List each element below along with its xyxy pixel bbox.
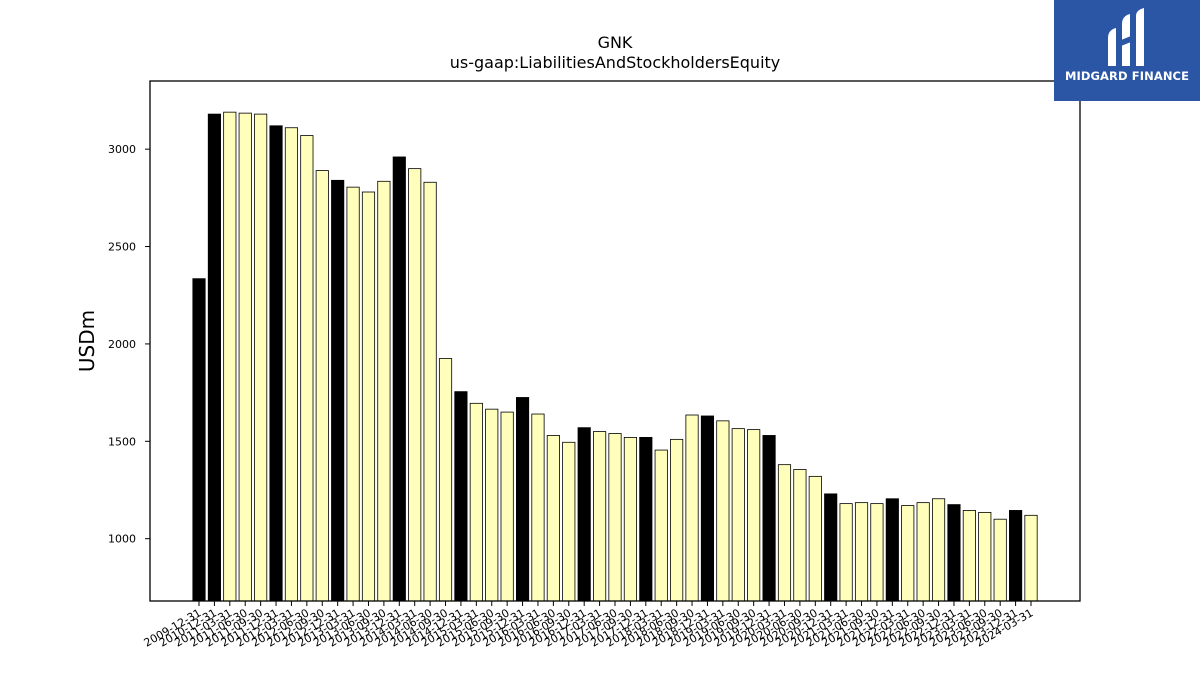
chart-title: GNK	[598, 33, 633, 52]
bar-2022-03-31	[901, 505, 915, 602]
bar-2023-12-31	[1009, 510, 1023, 602]
bar-2015-06-30	[485, 408, 499, 602]
bar-2021-03-31	[839, 503, 853, 602]
bar-2022-06-30	[916, 502, 930, 602]
bar-2009-12-31	[192, 278, 206, 602]
chart-subtitle: us-gaap:LiabilitiesAndStockholdersEquity	[450, 53, 781, 72]
bar-2012-06-30	[300, 135, 314, 602]
bar-2015-09-30	[500, 411, 514, 602]
bar-2010-12-31	[207, 113, 221, 602]
bar-2014-03-31	[408, 168, 422, 602]
bar-2017-12-31	[639, 436, 653, 602]
bar-2022-09-30	[931, 498, 946, 602]
bar-2017-03-31	[593, 431, 607, 602]
bar-2013-12-31	[392, 156, 406, 602]
y-tick-label: 1500	[108, 435, 136, 448]
bar-2014-06-30	[423, 181, 437, 602]
bar-2019-12-31	[762, 435, 776, 602]
bar-2020-09-30	[808, 475, 822, 602]
bar-2017-09-30	[623, 436, 637, 602]
bar-2014-09-30	[438, 358, 453, 602]
bar-2019-03-31	[716, 420, 730, 602]
bar-2020-12-31	[824, 493, 838, 602]
bar-2013-03-31	[346, 186, 360, 602]
bar-2012-09-30	[315, 170, 329, 602]
bar-2022-12-31	[947, 504, 961, 602]
bar-2013-09-30	[377, 180, 391, 602]
x-ticks-group: 2009-12-312010-12-312011-03-312011-06-30…	[142, 601, 1036, 650]
y-tick-label: 1000	[108, 533, 136, 546]
bar-2012-12-31	[331, 179, 345, 602]
bar-2023-09-30	[993, 518, 1007, 602]
bar-2023-06-30	[978, 511, 992, 602]
bar-2024-03-31	[1024, 514, 1038, 602]
bar-2018-06-30	[670, 438, 684, 602]
y-tick-label: 2000	[108, 338, 136, 351]
bar-2016-03-31	[531, 413, 545, 602]
bar-2011-12-31	[269, 125, 283, 602]
bar-2021-09-30	[870, 503, 884, 602]
bar-2016-09-30	[562, 441, 576, 602]
bar-2018-03-31	[654, 449, 668, 602]
bar-2016-12-31	[577, 427, 591, 602]
plot-frame	[149, 80, 1081, 602]
brand-name: MIDGARD FINANCE	[1064, 69, 1190, 83]
bar-2016-06-30	[546, 435, 560, 602]
bar-2018-12-31	[700, 415, 715, 602]
bar-2013-06-30	[361, 191, 376, 602]
bar-2015-12-31	[515, 397, 530, 602]
y-tick-label: 3000	[108, 143, 136, 156]
bar-2012-03-31	[284, 127, 299, 602]
y-axis-label: USDm	[75, 310, 99, 372]
bar-2019-09-30	[747, 429, 761, 602]
bar-2020-03-31	[777, 464, 792, 602]
bar-2020-06-30	[793, 469, 807, 602]
y-ticks-group: 1000 1500 2000 2500 3000	[108, 143, 150, 546]
bar-2021-06-30	[854, 502, 869, 602]
bar-2011-09-30	[254, 113, 268, 602]
bar-2011-03-31	[223, 111, 237, 602]
bar-2017-06-30	[608, 433, 622, 602]
bar-2011-06-30	[238, 112, 252, 602]
bar-2018-09-30	[685, 414, 699, 602]
bar-2021-12-31	[885, 498, 899, 602]
bar-2015-03-31	[469, 402, 483, 602]
bar-2023-03-31	[962, 510, 976, 602]
bar-2019-06-30	[731, 428, 745, 602]
brand-logo: MIDGARD FINANCE	[1054, 0, 1200, 101]
bar-2014-12-31	[454, 391, 468, 602]
y-tick-label: 2500	[108, 241, 136, 254]
bars-group	[192, 111, 1038, 602]
midgard-logo-icon	[1108, 8, 1144, 66]
